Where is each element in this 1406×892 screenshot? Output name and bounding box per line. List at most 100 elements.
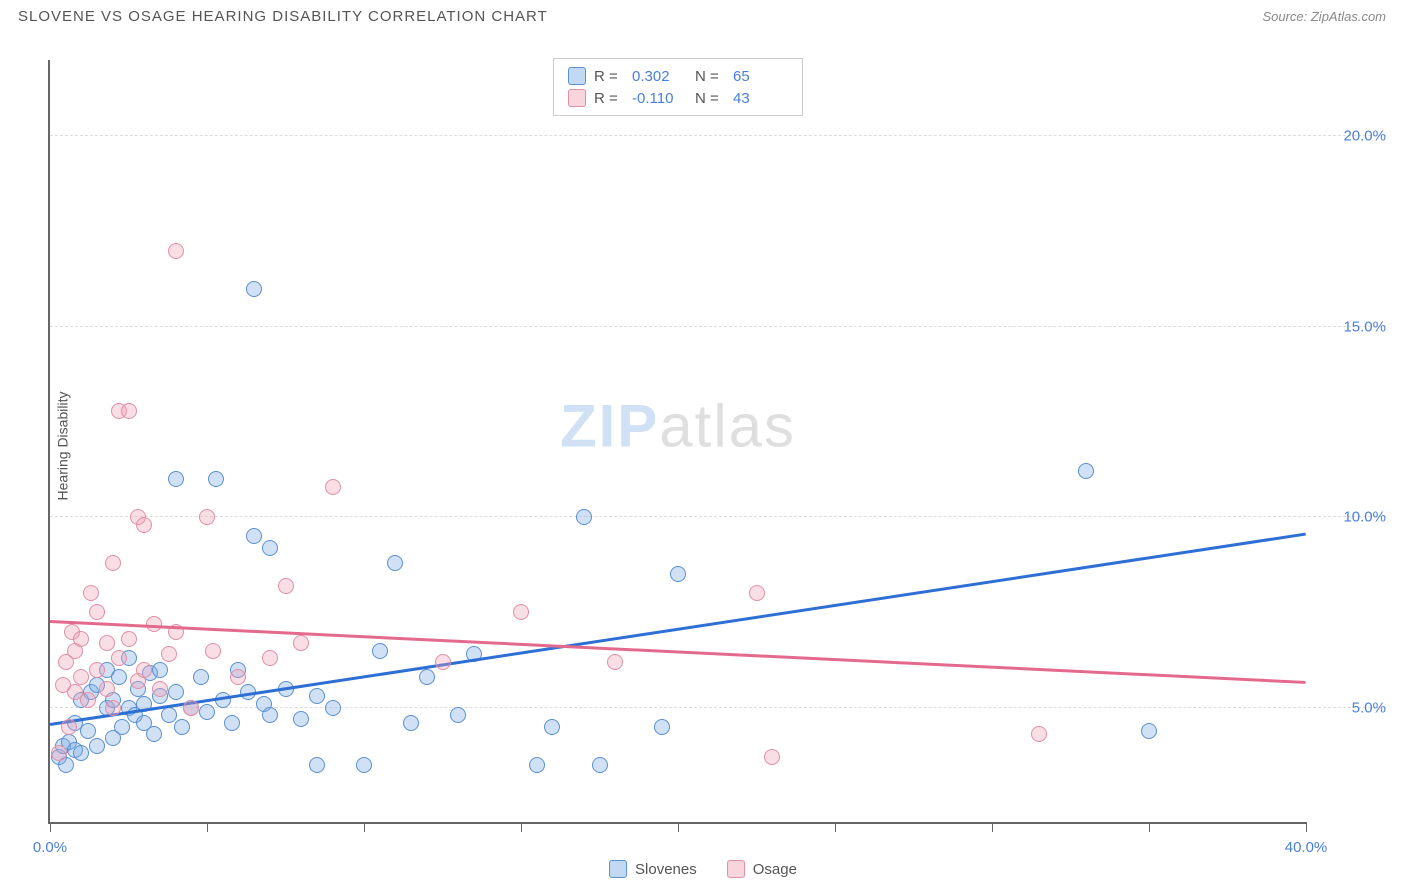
scatter-point-slovenes [199, 704, 215, 720]
scatter-point-slovenes [576, 509, 592, 525]
scatter-point-slovenes [419, 669, 435, 685]
scatter-point-osage [293, 635, 309, 651]
scatter-point-osage [136, 517, 152, 533]
scatter-point-osage [168, 243, 184, 259]
x-tick-label: 0.0% [33, 839, 67, 856]
scatter-point-slovenes [246, 281, 262, 297]
series-legend: Slovenes Osage [609, 860, 797, 878]
x-tick-label: 40.0% [1285, 839, 1328, 856]
scatter-point-slovenes [224, 715, 240, 731]
scatter-point-slovenes [262, 707, 278, 723]
n-label: N = [695, 68, 725, 85]
scatter-point-slovenes [387, 555, 403, 571]
y-tick-label: 5.0% [1316, 699, 1386, 716]
scatter-chart: R = 0.302 N = 65 R = -0.110 N = 43 ZIPat… [48, 60, 1306, 824]
chart-header: SLOVENE VS OSAGE HEARING DISABILITY CORR… [0, 0, 1406, 29]
scatter-point-osage [161, 646, 177, 662]
gridline-h [50, 135, 1386, 136]
scatter-point-slovenes [1141, 723, 1157, 739]
scatter-point-osage [99, 635, 115, 651]
chart-title: SLOVENE VS OSAGE HEARING DISABILITY CORR… [18, 8, 548, 25]
scatter-point-osage [136, 662, 152, 678]
scatter-point-slovenes [246, 528, 262, 544]
scatter-point-slovenes [114, 719, 130, 735]
scatter-point-slovenes [592, 757, 608, 773]
scatter-point-osage [764, 749, 780, 765]
x-tick [678, 822, 679, 832]
scatter-point-slovenes [309, 757, 325, 773]
scatter-point-osage [230, 669, 246, 685]
scatter-point-osage [152, 681, 168, 697]
scatter-point-slovenes [146, 726, 162, 742]
correlation-legend: R = 0.302 N = 65 R = -0.110 N = 43 [553, 58, 803, 116]
scatter-point-osage [73, 631, 89, 647]
legend-swatch-slovenes [609, 860, 627, 878]
scatter-point-slovenes [80, 723, 96, 739]
gridline-h [50, 707, 1386, 708]
n-value-osage: 43 [733, 90, 788, 107]
scatter-point-osage [435, 654, 451, 670]
scatter-point-slovenes [450, 707, 466, 723]
legend-swatch-slovenes [568, 67, 586, 85]
scatter-point-slovenes [309, 688, 325, 704]
legend-swatch-osage [727, 860, 745, 878]
legend-row-slovenes: R = 0.302 N = 65 [568, 65, 788, 87]
scatter-point-osage [111, 650, 127, 666]
chart-source: Source: ZipAtlas.com [1262, 9, 1386, 24]
scatter-point-osage [89, 662, 105, 678]
x-tick [1149, 822, 1150, 832]
n-value-slovenes: 65 [733, 68, 788, 85]
r-value-slovenes: 0.302 [632, 68, 687, 85]
scatter-point-osage [83, 585, 99, 601]
scatter-point-slovenes [293, 711, 309, 727]
scatter-point-slovenes [529, 757, 545, 773]
scatter-point-slovenes [193, 669, 209, 685]
scatter-point-osage [513, 604, 529, 620]
scatter-point-osage [1031, 726, 1047, 742]
x-tick [992, 822, 993, 832]
legend-item-osage: Osage [727, 860, 797, 878]
scatter-point-slovenes [89, 738, 105, 754]
x-tick [1306, 822, 1307, 832]
n-label: N = [695, 90, 725, 107]
scatter-point-osage [205, 643, 221, 659]
scatter-point-slovenes [356, 757, 372, 773]
scatter-point-osage [278, 578, 294, 594]
scatter-point-slovenes [262, 540, 278, 556]
scatter-point-slovenes [111, 669, 127, 685]
legend-swatch-osage [568, 89, 586, 107]
scatter-point-osage [325, 479, 341, 495]
scatter-point-slovenes [372, 643, 388, 659]
scatter-point-osage [121, 631, 137, 647]
scatter-point-osage [262, 650, 278, 666]
r-value-osage: -0.110 [632, 90, 687, 107]
scatter-point-slovenes [544, 719, 560, 735]
scatter-point-slovenes [152, 662, 168, 678]
scatter-point-slovenes [654, 719, 670, 735]
scatter-point-osage [607, 654, 623, 670]
scatter-point-slovenes [168, 471, 184, 487]
scatter-point-osage [73, 669, 89, 685]
scatter-point-slovenes [1078, 463, 1094, 479]
gridline-h [50, 516, 1386, 517]
y-tick-label: 15.0% [1316, 318, 1386, 335]
scatter-point-osage [51, 745, 67, 761]
scatter-point-osage [105, 700, 121, 716]
x-tick [835, 822, 836, 832]
scatter-point-osage [99, 681, 115, 697]
scatter-point-osage [89, 604, 105, 620]
y-tick-label: 20.0% [1316, 128, 1386, 145]
y-tick-label: 10.0% [1316, 509, 1386, 526]
scatter-point-slovenes [670, 566, 686, 582]
legend-label-slovenes: Slovenes [635, 861, 697, 878]
scatter-point-slovenes [403, 715, 419, 731]
scatter-point-slovenes [168, 684, 184, 700]
r-label: R = [594, 68, 624, 85]
gridline-h [50, 326, 1386, 327]
scatter-point-osage [121, 403, 137, 419]
legend-label-osage: Osage [753, 861, 797, 878]
x-tick [521, 822, 522, 832]
scatter-point-slovenes [73, 745, 89, 761]
scatter-point-osage [199, 509, 215, 525]
r-label: R = [594, 90, 624, 107]
